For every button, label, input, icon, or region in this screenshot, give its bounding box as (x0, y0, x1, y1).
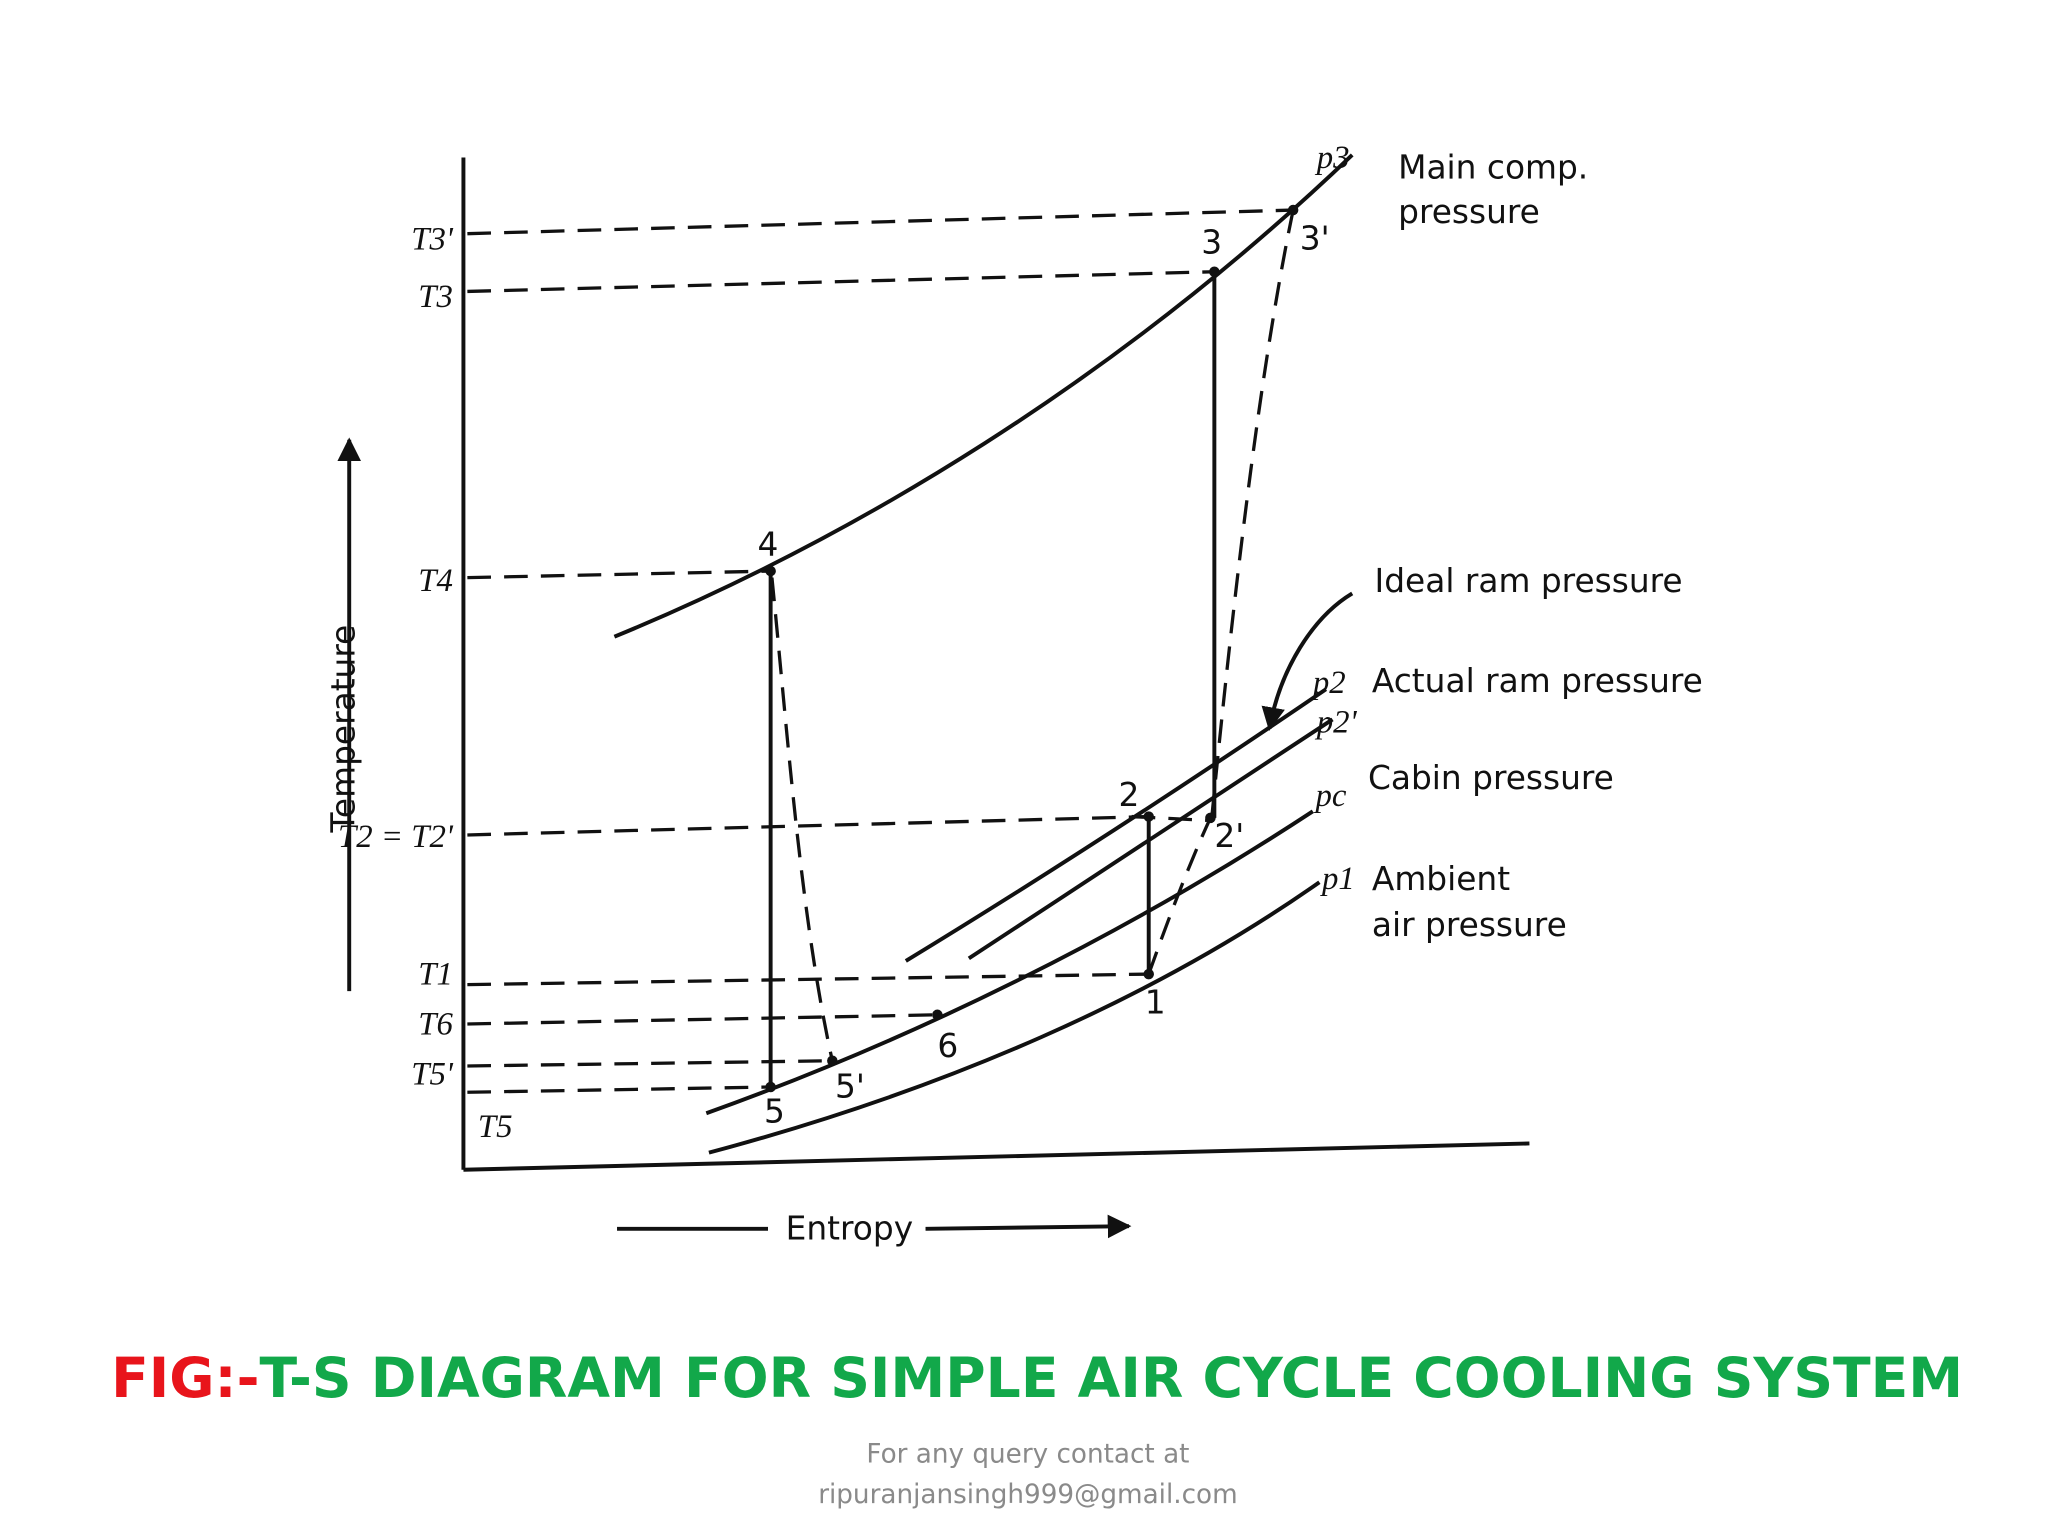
caption-title: T-S DIAGRAM FOR SIMPLE AIR CYCLE COOLING… (259, 1347, 1963, 1411)
point (1287, 204, 1299, 216)
x-axis-label: Entropy (786, 1209, 914, 1247)
point-label: 2' (1214, 817, 1244, 855)
cabin-curve (705, 809, 1314, 1116)
point-labels: 3 3' 4 2 2' 1 6 5' 5 (757, 219, 1329, 1130)
point (1143, 968, 1154, 980)
temp-label: T5' (411, 1056, 454, 1092)
curve-label: Ambient (1372, 860, 1510, 898)
guide-t5 (467, 1085, 771, 1094)
point (932, 1009, 943, 1021)
y-axis-label: Temperature (324, 625, 362, 834)
curve-labels: p3 Main comp. pressure Ideal ram pressur… (1311, 140, 1703, 944)
temp-label: T2 = T2' (338, 819, 454, 855)
curve-label: Main comp. (1398, 149, 1588, 187)
point-label: 5' (835, 1068, 865, 1106)
point (1143, 811, 1154, 822)
pressure-curves (613, 153, 1354, 1155)
point-label: 3 (1201, 223, 1222, 261)
curve-label: air pressure (1372, 906, 1567, 944)
temp-label: T4 (418, 563, 453, 599)
temp-label: T1 (418, 957, 453, 993)
x-arrow (925, 1214, 1132, 1239)
process-4-5p (770, 577, 834, 1062)
point-label: 5 (764, 1092, 785, 1130)
process-1-2p (1147, 817, 1212, 975)
temperature-labels: T3' T3 T4 T2 = T2' T1 T6 T5' T5 (338, 221, 512, 1144)
curve-label: pressure (1398, 193, 1540, 231)
point (765, 565, 776, 577)
process-3p-2p (1210, 209, 1295, 819)
point (1205, 812, 1216, 824)
guide-t2 (467, 814, 1149, 837)
point-label: 4 (757, 525, 778, 563)
guide-t4 (467, 569, 771, 580)
point-label: 1 (1145, 983, 1166, 1021)
state-points (765, 204, 1299, 1093)
curve-symbol: p3 (1315, 140, 1350, 176)
curve-symbol: pc (1313, 778, 1346, 814)
curve-label: Cabin pressure (1368, 759, 1614, 797)
curve-symbol: p2' (1315, 705, 1358, 741)
leader-arrow (1261, 591, 1354, 731)
curve-symbol: p2 (1311, 665, 1346, 701)
temp-label: T3' (411, 221, 454, 257)
curve-label: Actual ram pressure (1372, 662, 1703, 700)
temp-label: T5 (478, 1109, 513, 1145)
caption-prefix: FIG:- (111, 1347, 259, 1411)
footer-line: ripuranjansingh999@gmail.com (818, 1480, 1238, 1510)
guide-t1 (467, 972, 1149, 987)
x-axis (463, 1141, 1530, 1172)
point (827, 1055, 838, 1067)
guide-lines (467, 208, 1294, 1094)
point (1209, 266, 1220, 278)
process-lines (768, 209, 1295, 1088)
ambient-curve (708, 880, 1321, 1155)
guide-t6 (467, 1013, 938, 1026)
guide-t3 (467, 270, 1215, 294)
guide-t5p (467, 1059, 833, 1068)
footer-line: For any query contact at (866, 1439, 1189, 1469)
temp-label: T3 (418, 279, 453, 315)
temp-label: T6 (418, 1007, 453, 1043)
main-pressure-curve (613, 153, 1354, 639)
guide-t3p (467, 208, 1294, 236)
point-label: 3' (1300, 219, 1330, 257)
point (765, 1081, 776, 1093)
point-label: 6 (937, 1027, 958, 1065)
caption: FIG:-T-S DIAGRAM FOR SIMPLE AIR CYCLE CO… (111, 1347, 1963, 1411)
axes: Temperature Entropy (324, 157, 1530, 1247)
point-label: 2 (1119, 776, 1140, 814)
curve-symbol: p1 (1320, 861, 1355, 897)
curve-label: Ideal ram pressure (1375, 562, 1683, 600)
